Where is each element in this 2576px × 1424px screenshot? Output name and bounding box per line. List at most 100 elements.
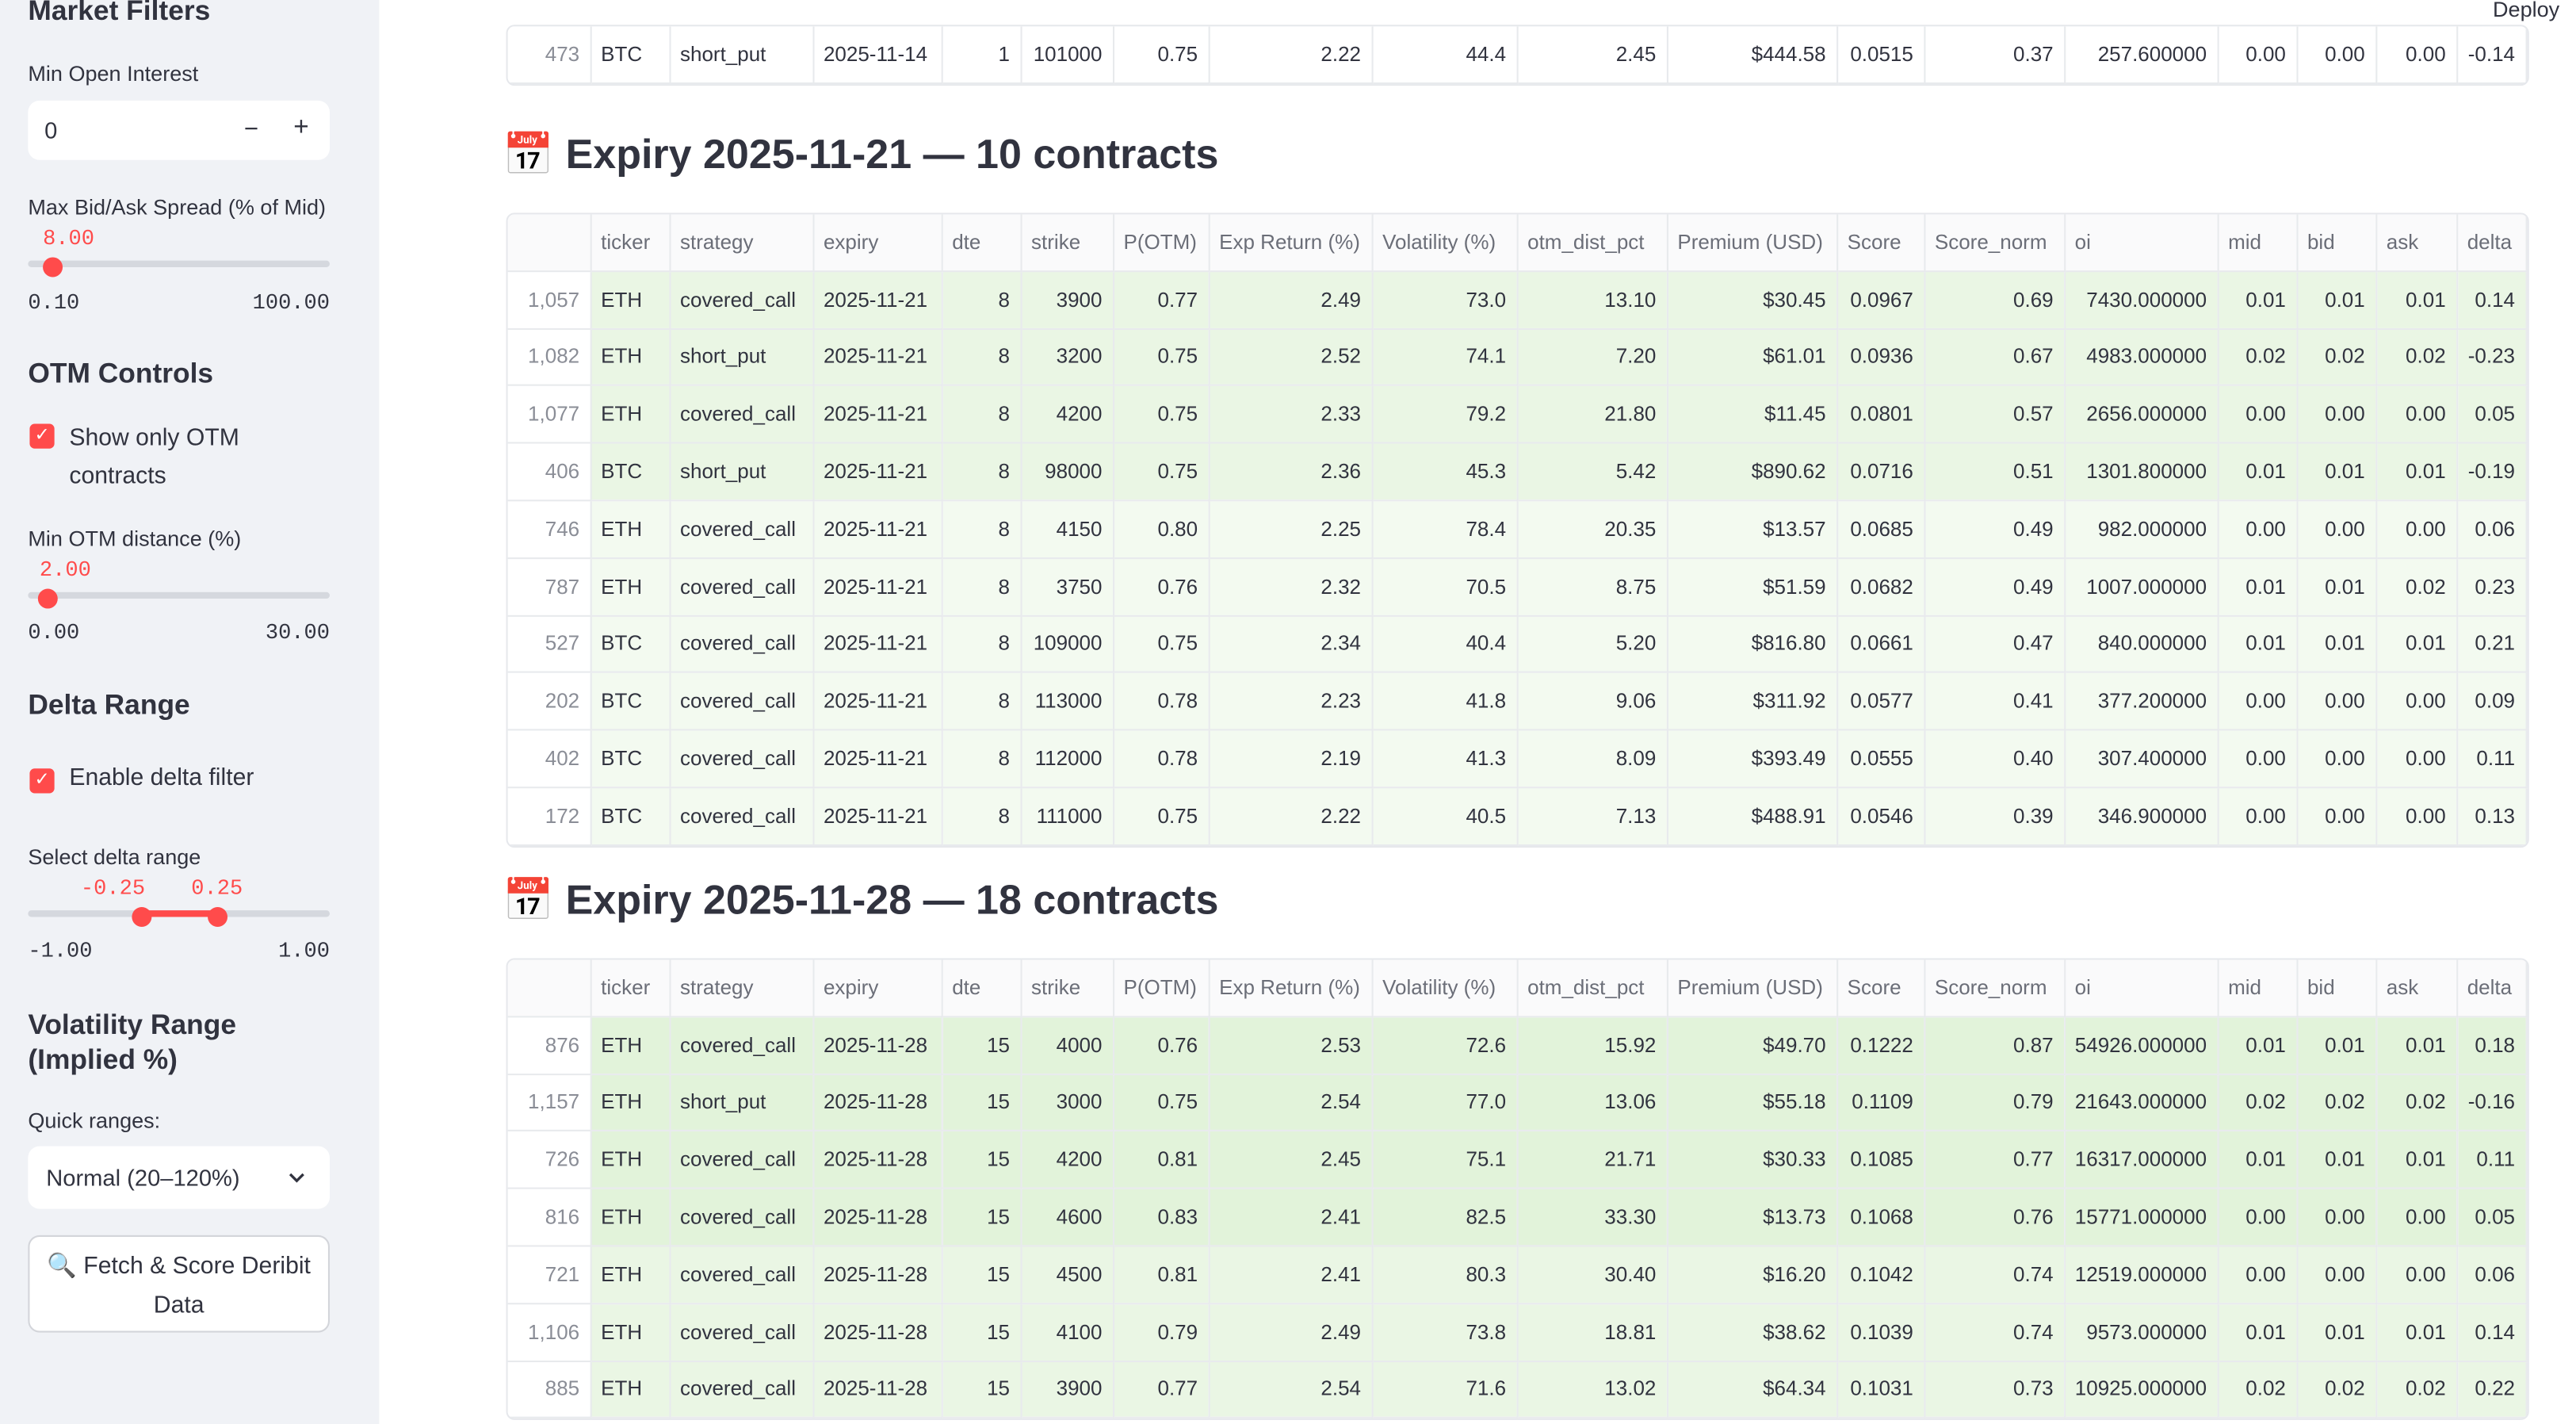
cell: 0.00 — [2375, 1246, 2458, 1304]
table-row: 885 ETH covered_call 2025-11-28 15 3900 0.77 2.… — [507, 1361, 2527, 1419]
slider[interactable] — [28, 257, 331, 278]
column-header: delta — [2456, 214, 2527, 272]
cell: 0.0682 — [1836, 557, 1925, 617]
cell: 0.78 — [1113, 672, 1210, 731]
cell: ETH — [590, 1246, 671, 1304]
cell: 20.35 — [1516, 500, 1668, 559]
slider-thumb[interactable] — [132, 907, 152, 927]
cell: 2025-11-28 — [812, 1246, 942, 1304]
select[interactable]: Normal (20–120%) — [28, 1146, 331, 1209]
table-row: 1,057 ETH covered_call 2025-11-21 8 3900 0.77 2… — [507, 270, 2527, 330]
cell: 0.78 — [1113, 729, 1210, 789]
cell: 0.00 — [2296, 729, 2377, 789]
row-index: 406 — [507, 442, 591, 502]
index-header — [507, 214, 591, 272]
cell: 0.73 — [1924, 1361, 2066, 1419]
checkbox[interactable]: ✓ — [29, 423, 55, 449]
cell: 0.0936 — [1836, 328, 1925, 387]
checkbox[interactable]: ✓ — [29, 768, 55, 794]
cell: ETH — [590, 1016, 671, 1075]
index-header — [507, 959, 591, 1017]
cell: BTC — [590, 672, 671, 731]
cell: short_put — [669, 442, 814, 502]
table-row: 726 ETH covered_call 2025-11-28 15 4200 0.81 2.… — [507, 1131, 2527, 1190]
cell: covered_call — [669, 385, 814, 444]
cell: covered_call — [669, 672, 814, 731]
cell: 41.8 — [1371, 672, 1518, 731]
cell: 0.00 — [2217, 672, 2298, 731]
cell: 0.02 — [2217, 1074, 2298, 1132]
row-index: 885 — [507, 1361, 591, 1419]
sidebar: Market Filters Min Open Interest 0 − + M… — [0, 0, 380, 1424]
cell: 0.1109 — [1836, 1074, 1925, 1132]
cell: 2025-11-21 — [812, 442, 942, 502]
cell: BTC — [590, 729, 671, 789]
cell: 13.10 — [1516, 270, 1668, 330]
slider-thumb[interactable] — [37, 588, 58, 609]
cell: 0.69 — [1924, 270, 2066, 330]
slider[interactable] — [28, 588, 331, 609]
cell: 0.00 — [2375, 787, 2458, 846]
checkbox-label: Enable delta filter — [69, 765, 254, 792]
label: Select delta range — [28, 844, 201, 870]
cell: 0.14 — [2456, 1303, 2527, 1362]
cell: 2.54 — [1208, 1074, 1373, 1132]
column-header: ask — [2375, 214, 2458, 272]
cell: short_put — [669, 1074, 814, 1132]
button[interactable]: 🔍 Fetch & Score Deribit Data — [28, 1235, 331, 1333]
slider-min: -1.00 — [28, 938, 93, 963]
cell: 13.06 — [1516, 1074, 1668, 1132]
row-index: 816 — [507, 1189, 591, 1247]
cell: 82.5 — [1371, 1189, 1518, 1247]
cell: 40.4 — [1371, 615, 1518, 674]
column-header: bid — [2296, 959, 2377, 1017]
cell: 307.400000 — [2064, 729, 2219, 789]
cell: 2025-11-21 — [812, 500, 942, 559]
cell: 2.25 — [1208, 500, 1373, 559]
cell: 0.49 — [1924, 557, 2066, 617]
cell: 0.01 — [2296, 615, 2377, 674]
cell: $13.73 — [1666, 1189, 1838, 1247]
cell: 16317.000000 — [2064, 1131, 2219, 1190]
cell: 5.42 — [1516, 442, 1668, 502]
decrement-button[interactable]: − — [243, 115, 259, 144]
row-index: 721 — [507, 1246, 591, 1304]
cell: 0.57 — [1924, 385, 2066, 444]
cell: 2.45 — [1516, 26, 1668, 84]
cell: $890.62 — [1666, 442, 1838, 502]
cell: covered_call — [669, 270, 814, 330]
row-index: 1,157 — [507, 1074, 591, 1132]
cell: 0.00 — [2375, 385, 2458, 444]
column-header: delta — [2456, 959, 2527, 1017]
deploy-button[interactable]: Deploy — [2493, 0, 2560, 22]
number-input[interactable]: 0 − + — [28, 100, 331, 160]
cell: 21643.000000 — [2064, 1074, 2219, 1132]
cell: 0.00 — [2375, 500, 2458, 559]
slider-thumb[interactable] — [43, 257, 63, 278]
row-index: 527 — [507, 615, 591, 674]
table-row: 816 ETH covered_call 2025-11-28 15 4600 0.83 2.… — [507, 1189, 2527, 1247]
cell: 2025-11-21 — [812, 615, 942, 674]
cell: BTC — [590, 615, 671, 674]
label: Min Open Interest — [28, 60, 199, 86]
slider[interactable] — [28, 907, 331, 927]
increment-button[interactable]: + — [293, 113, 309, 142]
row-index: 876 — [507, 1016, 591, 1075]
cell: 2025-11-28 — [812, 1074, 942, 1132]
cell: 0.00 — [2296, 26, 2377, 84]
cell: 0.01 — [2296, 1303, 2377, 1362]
cell: 0.01 — [2217, 1016, 2298, 1075]
slider-thumb[interactable] — [208, 907, 228, 927]
select-value: Normal (20–120%) — [46, 1164, 240, 1191]
cell: covered_call — [669, 615, 814, 674]
section-heading: 📅 Expiry 2025-11-28 — 18 contracts — [503, 877, 1219, 924]
cell: 33.30 — [1516, 1189, 1668, 1247]
cell: 3000 — [1020, 1074, 1114, 1132]
cell: 0.00 — [2296, 385, 2377, 444]
cell: -0.14 — [2456, 26, 2527, 84]
cell: 41.3 — [1371, 729, 1518, 789]
cell: 0.00 — [2217, 385, 2298, 444]
cell: $13.57 — [1666, 500, 1838, 559]
cell: $816.80 — [1666, 615, 1838, 674]
column-header: Score — [1836, 959, 1925, 1017]
